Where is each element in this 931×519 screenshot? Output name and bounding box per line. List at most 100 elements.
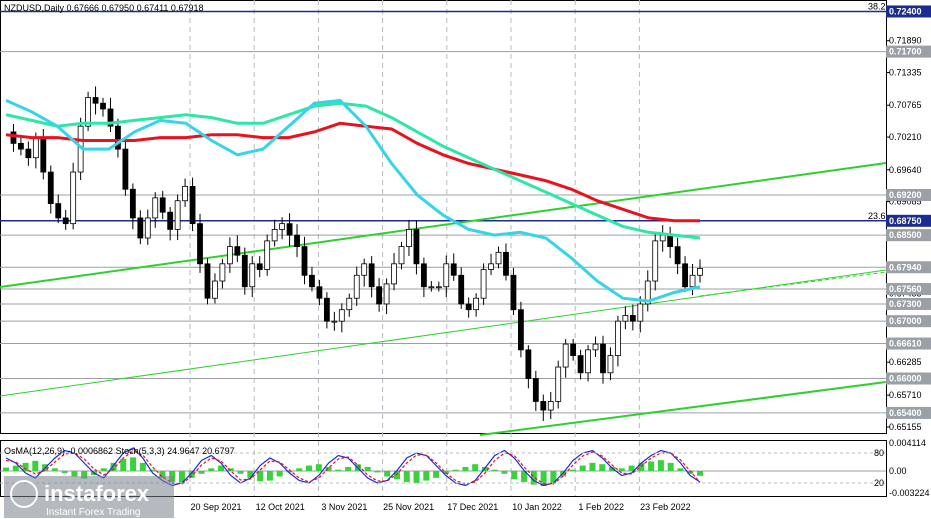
price-level-label-box xyxy=(886,45,931,58)
candle-body xyxy=(40,137,47,173)
osma-histogram-bar xyxy=(306,465,313,472)
candle-body xyxy=(697,268,703,276)
candle-body xyxy=(674,246,681,265)
candle-body xyxy=(615,320,621,356)
candle-body xyxy=(525,349,532,379)
candle-body xyxy=(465,303,472,311)
candle-body xyxy=(503,251,509,276)
y-tick-label: 0.71335 xyxy=(889,68,922,78)
osma-histogram-bar xyxy=(599,464,606,472)
symbol-header: NZDUSD,Daily 0.67666 0.67950 0.67411 0.6… xyxy=(4,3,203,13)
x-tick-label: 10 Jan 2022 xyxy=(512,502,562,512)
price-level-label-box xyxy=(886,406,931,419)
y-tick-label: 0.69085 xyxy=(889,197,922,207)
price-level-label: 0.72400 xyxy=(889,6,922,16)
candle-body xyxy=(667,234,674,248)
candle-body xyxy=(570,343,577,356)
candle-body xyxy=(659,234,666,242)
candle-body xyxy=(585,349,591,374)
osma-histogram-bar xyxy=(12,465,19,472)
candle-body xyxy=(256,263,263,270)
oscillator-tick-label: 0.00 xyxy=(889,466,907,476)
candle-body xyxy=(234,246,241,256)
osma-histogram-bar xyxy=(22,462,29,472)
candle-body xyxy=(271,229,278,242)
candle-body xyxy=(197,223,203,265)
candle-body xyxy=(488,263,494,270)
lower-trendline xyxy=(479,381,887,436)
fibonacci-label: 23.6 xyxy=(868,211,886,221)
projection-trendline xyxy=(699,271,887,297)
candle-body xyxy=(383,283,390,305)
candle-body xyxy=(294,234,300,248)
osma-histogram-bar xyxy=(286,471,293,473)
x-tick-label: 3 Nov 2021 xyxy=(321,502,367,512)
osma-histogram-bar xyxy=(51,468,58,472)
candle-body xyxy=(159,197,166,213)
y-tick-label: 0.70210 xyxy=(889,132,922,142)
candle-body xyxy=(279,223,286,230)
price-level-label-box xyxy=(886,297,931,310)
candle-body xyxy=(622,315,629,322)
osma-histogram-bar xyxy=(100,468,107,472)
candle-body xyxy=(137,217,144,239)
osma-histogram-bar xyxy=(667,462,674,472)
candle-body xyxy=(107,108,114,127)
osma-histogram-bar xyxy=(462,466,469,472)
price-level-label-box xyxy=(886,337,931,350)
osma-histogram-bar xyxy=(384,471,391,477)
osma-histogram-bar xyxy=(237,471,244,474)
candle-body xyxy=(518,309,524,351)
osma-histogram-bar xyxy=(677,468,684,472)
fibonacci-label: 38.2 xyxy=(868,1,886,11)
osma-histogram-bar xyxy=(697,471,703,476)
candle-body xyxy=(607,355,614,374)
osma-histogram-bar xyxy=(208,468,215,472)
osma-histogram-bar xyxy=(423,471,430,481)
candle-body xyxy=(443,263,450,288)
candle-body xyxy=(600,343,606,374)
x-tick-label: 12 Oct 2021 xyxy=(256,502,305,512)
candle-body xyxy=(85,97,91,127)
osma-histogram-bar xyxy=(433,471,440,478)
candle-body xyxy=(25,148,32,159)
brand-tagline: Instant Forex Trading xyxy=(46,507,141,518)
candle-body xyxy=(480,269,487,299)
osma-histogram-bar xyxy=(589,462,596,472)
osma-histogram-bar xyxy=(345,466,352,472)
candle-body xyxy=(152,197,159,219)
price-level-label: 0.67300 xyxy=(889,299,922,309)
candle-body xyxy=(129,188,136,219)
osma-histogram-bar xyxy=(130,457,137,472)
osma-histogram-bar xyxy=(296,468,303,472)
candle-body xyxy=(62,217,69,225)
osma-histogram-bar xyxy=(198,471,205,474)
candle-body xyxy=(346,297,353,311)
candle-body xyxy=(391,263,397,285)
x-tick-label: 1 Feb 2022 xyxy=(578,502,624,512)
candle-body xyxy=(353,274,360,299)
candle-body xyxy=(331,320,338,323)
osma-histogram-bar xyxy=(374,471,381,473)
candle-body xyxy=(368,263,375,288)
price-level-label: 0.67560 xyxy=(889,284,922,294)
x-tick-label: 20 Sep 2021 xyxy=(190,502,241,512)
osma-histogram-bar xyxy=(491,469,498,472)
candle-body xyxy=(122,148,129,190)
candle-body xyxy=(361,263,368,276)
candle-body xyxy=(264,240,271,270)
candle-body xyxy=(301,246,308,276)
candle-body xyxy=(212,280,218,299)
osma-histogram-bar xyxy=(32,460,39,472)
x-tick-label: 23 Feb 2022 xyxy=(640,502,691,512)
osma-histogram-bar xyxy=(178,471,185,484)
candle-body xyxy=(473,297,480,311)
candle-body xyxy=(18,142,24,150)
candle-body xyxy=(32,137,39,159)
osma-histogram-bar xyxy=(139,462,146,472)
price-level-label: 0.67000 xyxy=(889,316,922,326)
osma-histogram-bar xyxy=(188,471,195,478)
candle-body xyxy=(167,211,174,230)
candle-body xyxy=(495,251,502,265)
